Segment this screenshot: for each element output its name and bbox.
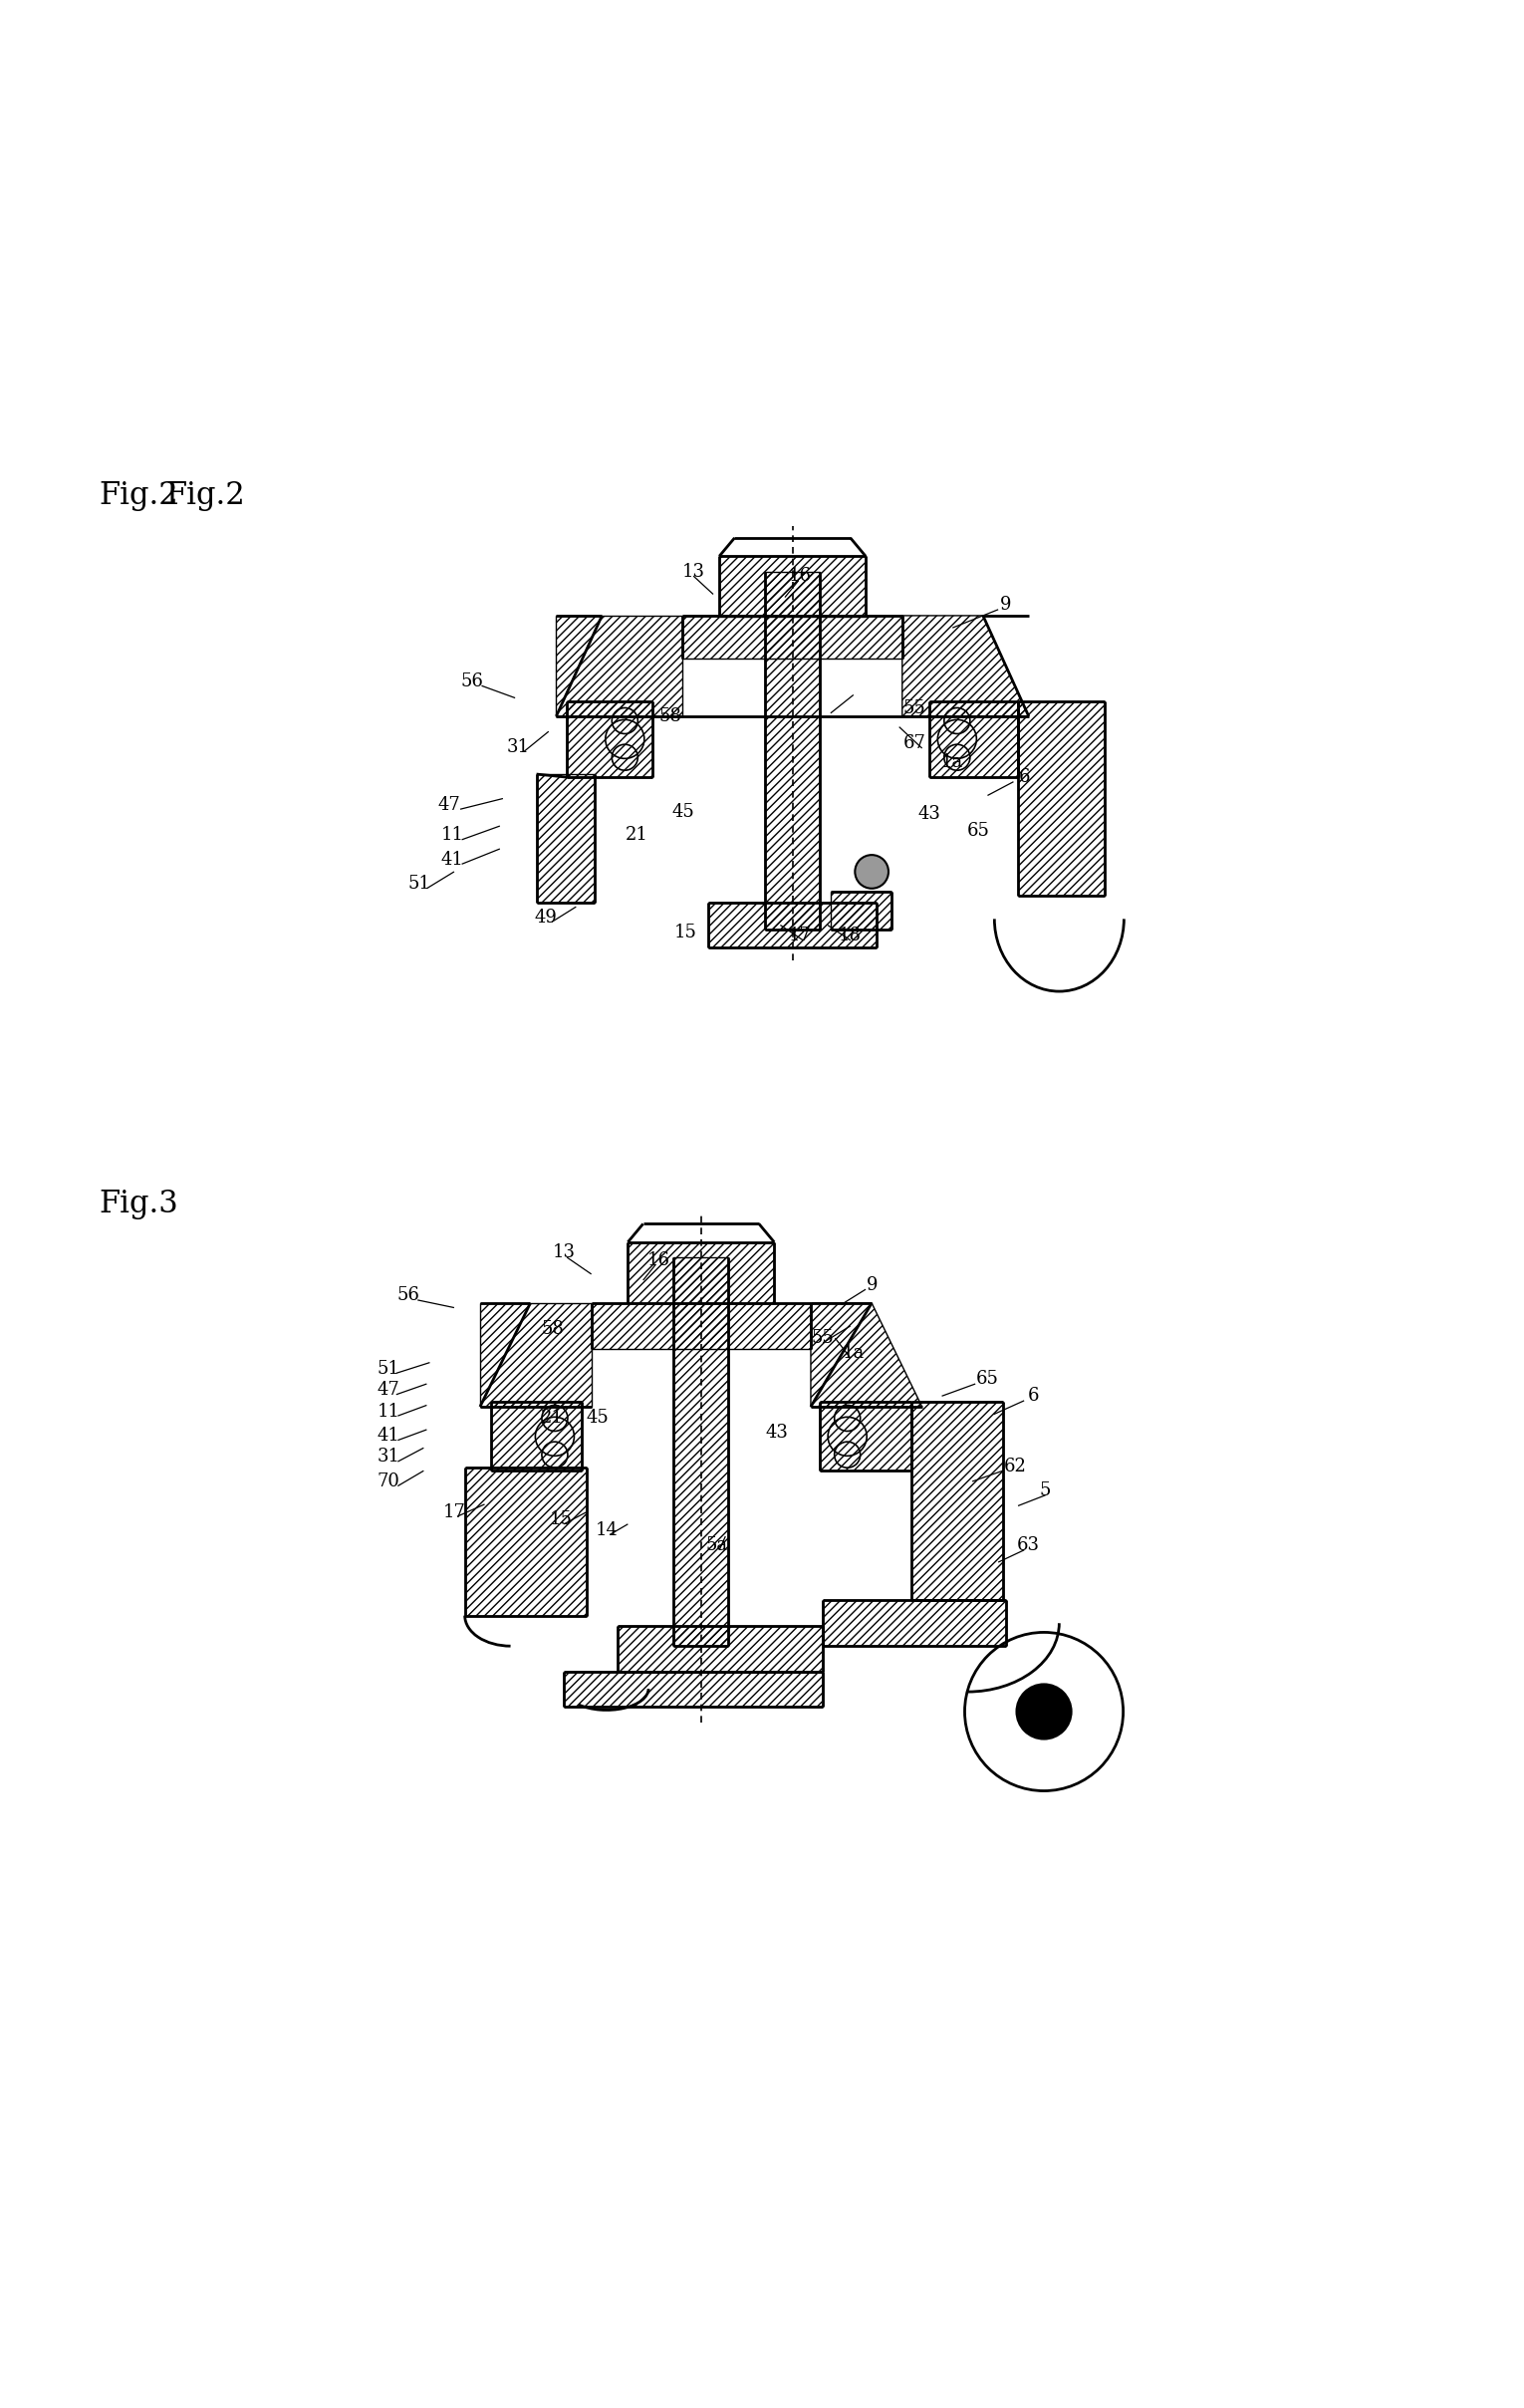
Text: 15: 15 [675,925,696,942]
Text: 62: 62 [1004,1457,1026,1476]
Text: 13: 13 [681,563,706,580]
Text: 51: 51 [378,1361,399,1377]
Text: 16: 16 [788,566,812,585]
Circle shape [855,855,888,889]
Text: 58: 58 [543,1320,564,1339]
Text: 11: 11 [376,1401,401,1421]
Text: 17: 17 [789,927,811,944]
Text: 41: 41 [442,850,463,869]
Text: 1a: 1a [843,1344,864,1363]
Text: 51: 51 [408,874,430,893]
Circle shape [1017,1683,1071,1739]
Text: 21: 21 [626,826,648,845]
Text: 6: 6 [1027,1387,1039,1404]
Text: 43: 43 [919,804,940,824]
Text: 41: 41 [378,1426,399,1445]
Text: 45: 45 [672,804,693,821]
Text: 9: 9 [1000,597,1012,614]
Text: 45: 45 [587,1409,608,1426]
Text: 5: 5 [1039,1481,1052,1500]
Text: 55: 55 [812,1329,834,1346]
Text: Fig.3: Fig.3 [99,1190,178,1218]
Text: Fig.2: Fig.2 [99,479,178,510]
Text: 65: 65 [977,1370,998,1389]
Text: 49: 49 [535,908,556,927]
Text: 31: 31 [506,737,530,756]
Text: 21: 21 [541,1409,562,1426]
Text: 63: 63 [1017,1536,1041,1556]
Text: 6: 6 [1018,768,1030,785]
Text: 31: 31 [376,1447,401,1466]
Text: 15: 15 [550,1510,572,1529]
Text: 9: 9 [866,1276,878,1293]
Text: 65: 65 [968,821,989,840]
Text: 11: 11 [440,826,465,845]
Text: 1a: 1a [942,754,963,771]
Text: 18: 18 [838,927,863,944]
Text: 56: 56 [462,672,483,691]
Text: Fig.2: Fig.2 [166,479,245,510]
Text: 16: 16 [646,1252,671,1269]
Text: 13: 13 [552,1245,576,1262]
Text: 55: 55 [904,701,925,718]
Text: 17: 17 [443,1503,465,1522]
Text: 14: 14 [596,1522,617,1539]
Text: 58: 58 [660,708,681,725]
Text: 70: 70 [378,1471,399,1491]
Text: 47: 47 [378,1382,399,1399]
Text: 43: 43 [767,1423,788,1442]
Text: 67: 67 [904,734,925,754]
Text: 56: 56 [398,1286,419,1305]
Text: 47: 47 [439,795,460,814]
Text: 5a: 5a [706,1536,727,1556]
